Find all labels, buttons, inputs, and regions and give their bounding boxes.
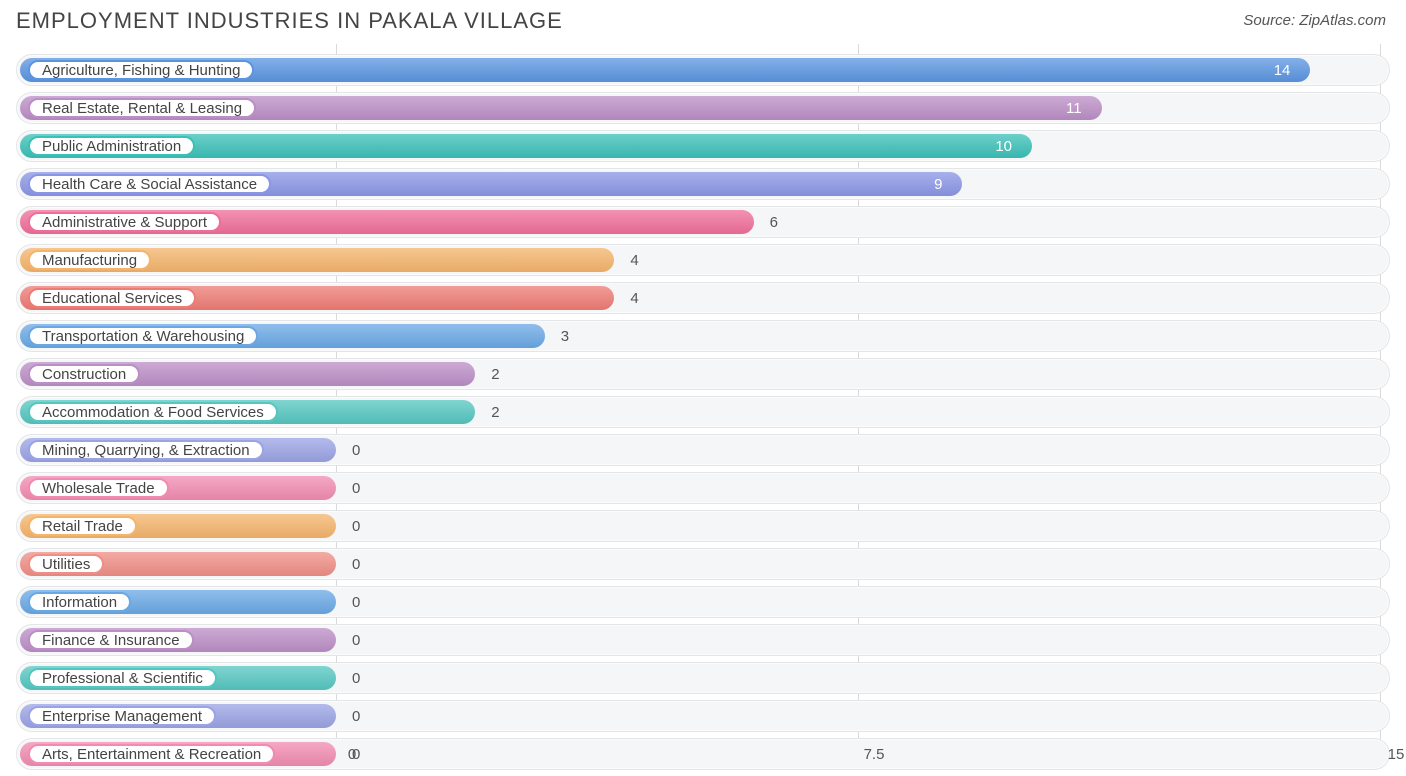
bar-value: 0 — [346, 510, 366, 542]
bar-value: 2 — [485, 358, 505, 390]
bar-row: Enterprise Management 0 — [16, 700, 1390, 732]
bar-row: Administrative & Support 6 — [16, 206, 1390, 238]
bar-value: 10 — [989, 130, 1018, 162]
bar-row: Mining, Quarrying, & Extraction 0 — [16, 434, 1390, 466]
bar-row: Information 0 — [16, 586, 1390, 618]
bar-row: Educational Services 4 — [16, 282, 1390, 314]
bar-value: 0 — [346, 624, 366, 656]
bar-value: 6 — [764, 206, 784, 238]
employment-chart: EMPLOYMENT INDUSTRIES IN PAKALA VILLAGE … — [0, 0, 1406, 776]
bar-row: Retail Trade 0 — [16, 510, 1390, 542]
bar-row: Agriculture, Fishing & Hunting 14 — [16, 54, 1390, 86]
bar-label-pill: Professional & Scientific — [28, 668, 217, 688]
bar-value: 9 — [928, 168, 948, 200]
bar-value: 0 — [346, 548, 366, 580]
bar-row: Professional & Scientific 0 — [16, 662, 1390, 694]
chart-source: Source: ZipAtlas.com — [1243, 12, 1386, 29]
bar-value: 4 — [624, 244, 644, 276]
source-name: ZipAtlas.com — [1299, 12, 1386, 29]
bar-value: 11 — [1060, 92, 1088, 124]
bar-row: Construction 2 — [16, 358, 1390, 390]
bar-value: 0 — [346, 472, 366, 504]
source-prefix: Source: — [1243, 12, 1299, 29]
bar-value: 3 — [555, 320, 575, 352]
bar-label-pill: Administrative & Support — [28, 212, 221, 232]
bar-row: Utilities 0 — [16, 548, 1390, 580]
bar-value: 0 — [346, 662, 366, 694]
bar-row: Manufacturing 4 — [16, 244, 1390, 276]
bar-value: 0 — [346, 586, 366, 618]
bar-label-pill: Manufacturing — [28, 250, 151, 270]
bar-value: 0 — [346, 700, 366, 732]
bar-label-pill: Utilities — [28, 554, 104, 574]
bar-row: Accommodation & Food Services 2 — [16, 396, 1390, 428]
bar-label-pill: Agriculture, Fishing & Hunting — [28, 60, 254, 80]
bar-value: 0 — [346, 434, 366, 466]
bar-value: 4 — [624, 282, 644, 314]
bar-row: Health Care & Social Assistance 9 — [16, 168, 1390, 200]
bar-label-pill: Public Administration — [28, 136, 195, 156]
bar-row: Wholesale Trade 0 — [16, 472, 1390, 504]
bar-label-pill: Educational Services — [28, 288, 196, 308]
bar-label-pill: Construction — [28, 364, 140, 384]
bar-label-pill: Wholesale Trade — [28, 478, 169, 498]
bar-row: Public Administration 10 — [16, 130, 1390, 162]
bar-rows: Agriculture, Fishing & Hunting 14 Real Est… — [16, 54, 1390, 740]
x-axis: 0 7.5 15 — [16, 746, 1390, 770]
bar-label-pill: Finance & Insurance — [28, 630, 194, 650]
bar-row: Finance & Insurance 0 — [16, 624, 1390, 656]
bar-value: 14 — [1268, 54, 1297, 86]
bar-label-pill: Health Care & Social Assistance — [28, 174, 271, 194]
bar-label-pill: Information — [28, 592, 131, 612]
bar-label-pill: Enterprise Management — [28, 706, 216, 726]
bar-label-pill: Mining, Quarrying, & Extraction — [28, 440, 264, 460]
chart-title: EMPLOYMENT INDUSTRIES IN PAKALA VILLAGE — [16, 8, 563, 34]
tick-0: 0 — [348, 746, 356, 763]
bar-label-pill: Retail Trade — [28, 516, 137, 536]
bar-row: Real Estate, Rental & Leasing 11 — [16, 92, 1390, 124]
bar-value: 2 — [485, 396, 505, 428]
bar-label-pill: Transportation & Warehousing — [28, 326, 258, 346]
bar-row: Transportation & Warehousing 3 — [16, 320, 1390, 352]
bar-label-pill: Accommodation & Food Services — [28, 402, 278, 422]
tick-1: 7.5 — [864, 746, 885, 763]
plot-area: Agriculture, Fishing & Hunting 14 Real Est… — [16, 44, 1390, 740]
bar-label-pill: Real Estate, Rental & Leasing — [28, 98, 256, 118]
tick-2: 15 — [1388, 746, 1405, 763]
